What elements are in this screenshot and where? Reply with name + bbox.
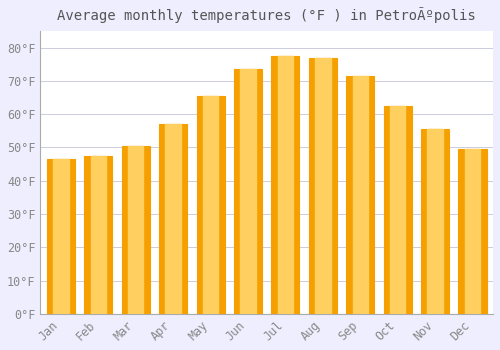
Bar	[128, 146, 144, 314]
Bar	[53, 159, 68, 314]
Title: Average monthly temperatures (°F ) in PetroÃºpolis: Average monthly temperatures (°F ) in Pe…	[58, 7, 476, 23]
Bar	[196, 96, 224, 314]
Bar	[159, 124, 187, 314]
Bar	[421, 129, 449, 314]
Bar	[315, 58, 330, 314]
Bar	[90, 156, 106, 314]
Bar	[346, 76, 374, 314]
Bar	[428, 129, 443, 314]
Bar	[384, 106, 411, 314]
Bar	[234, 69, 262, 314]
Bar	[309, 58, 337, 314]
Bar	[166, 124, 181, 314]
Bar	[278, 56, 293, 314]
Bar	[122, 146, 150, 314]
Bar	[47, 159, 75, 314]
Bar	[272, 56, 299, 314]
Bar	[390, 106, 406, 314]
Bar	[203, 96, 218, 314]
Bar	[240, 69, 256, 314]
Bar	[84, 156, 112, 314]
Bar	[352, 76, 368, 314]
Bar	[465, 149, 480, 314]
Bar	[458, 149, 486, 314]
